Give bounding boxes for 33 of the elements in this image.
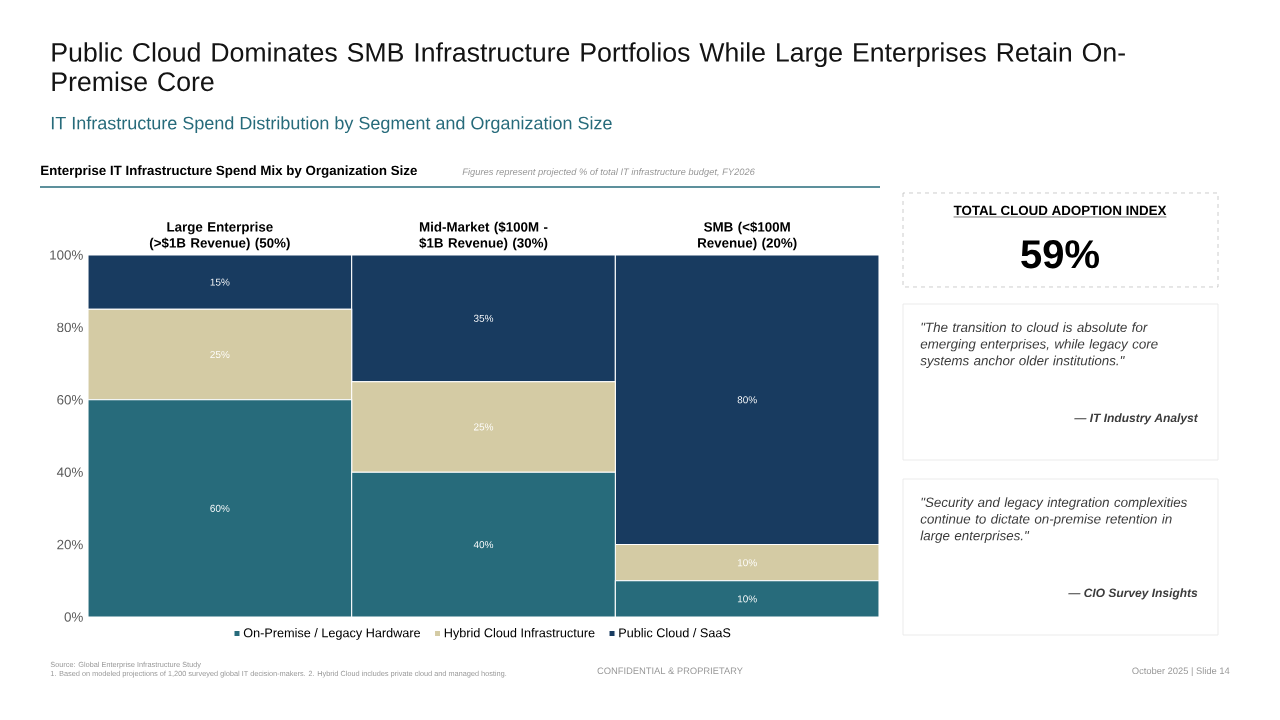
text: Figures represent projected % of total IT infrastructure budget, FY2026 bbox=[462, 168, 755, 177]
data-label: 25% bbox=[210, 350, 230, 359]
data-label: 10% bbox=[737, 559, 757, 567]
data-label: 10% bbox=[737, 595, 757, 603]
text: "Security and legacy integration complexities continue to dictate on-premise retention in large enterprises." bbox=[920, 497, 1188, 544]
text: CONFIDENTIAL & PROPRIETARY bbox=[597, 667, 743, 675]
chart-title: Public Cloud Dominates SMB Infrastructure Portfolios While Large Enterprises Retain On-Premise Core bbox=[52, 42, 1125, 92]
x-tick-label: SMB (<$100M Revenue) (20%) bbox=[698, 221, 797, 251]
data-label: 15% bbox=[210, 278, 230, 286]
y-tick-label: 60% bbox=[57, 395, 83, 405]
text: — CIO Survey Insights bbox=[1068, 588, 1198, 600]
text: October 2025 | Slide 14 bbox=[1132, 667, 1230, 676]
text: TOTAL CLOUD ADOPTION INDEX bbox=[953, 205, 1167, 216]
data-label: 40% bbox=[473, 541, 494, 549]
chart-subtitle: IT Infrastructure Spend Distribution by Segment and Organization Size bbox=[51, 116, 612, 134]
text: "The transition to cloud is absolute for emerging enterprises, while legacy core systems anchor older institutions." bbox=[920, 322, 1158, 369]
legend-label: Public Cloud / SaaS bbox=[619, 628, 731, 638]
legend-label: Hybrid Cloud Infrastructure bbox=[444, 628, 595, 640]
data-label: 60% bbox=[210, 504, 230, 512]
data-label: 80% bbox=[737, 396, 757, 404]
legend-label: On-Premise / Legacy Hardware bbox=[243, 628, 421, 640]
data-label: 35% bbox=[473, 314, 494, 322]
text: Enterprise IT Infrastructure Spend Mix by Organization Size bbox=[41, 165, 417, 178]
x-tick-label: Mid-Market ($100M - $1B Revenue) (30%) bbox=[419, 221, 548, 251]
y-tick-label: 20% bbox=[57, 539, 83, 550]
y-tick-label: 100% bbox=[50, 250, 83, 260]
y-tick-label: 80% bbox=[57, 322, 83, 333]
text: 59% bbox=[1021, 240, 1099, 269]
y-tick-label: 0% bbox=[64, 612, 83, 622]
y-tick-label: 40% bbox=[56, 467, 83, 477]
text: — IT Industry Analyst bbox=[1074, 413, 1199, 425]
x-tick-label: Large Enterprise (>$1B Revenue) (50%) bbox=[149, 221, 290, 251]
data-label: 25% bbox=[474, 423, 494, 431]
